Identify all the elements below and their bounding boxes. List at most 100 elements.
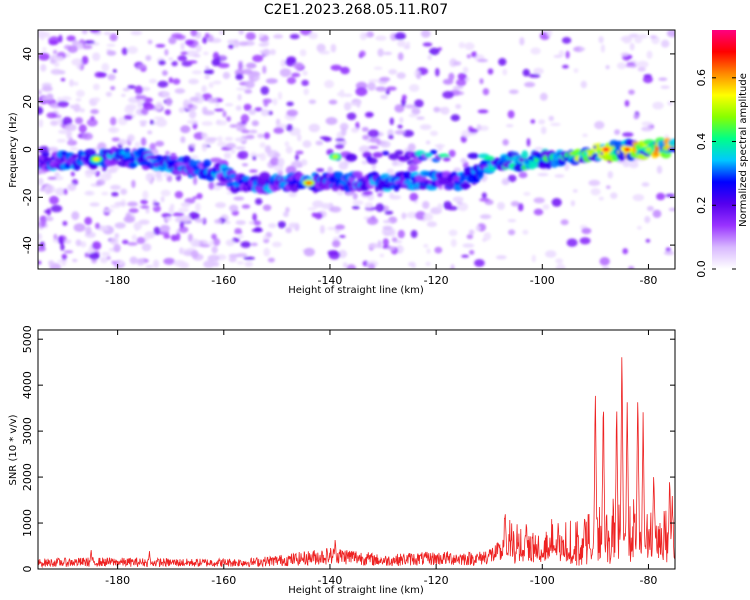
spectrogram-noise-cell	[210, 157, 222, 163]
spectrogram-noise-cell	[355, 87, 368, 97]
colorbar-tick-label: 0.4	[695, 133, 708, 151]
spectrogram-noise-cell	[155, 140, 165, 147]
spectrogram-noise-cell	[48, 260, 55, 266]
spectrogram-noise-cell	[243, 256, 256, 260]
spectrogram-noise-cell	[80, 241, 87, 248]
spectrogram-noise-cell	[517, 203, 524, 212]
spectrogram-noise-cell	[149, 142, 156, 151]
spectrogram-noise-cell	[312, 200, 324, 208]
spectrogram-noise-cell	[50, 120, 59, 126]
spectrogram-noise-cell	[564, 162, 570, 171]
spectrogram-noise-cell	[507, 219, 517, 223]
spectrogram-noise-cell	[391, 160, 398, 167]
spectrogram-noise-cell	[375, 203, 385, 213]
spectrogram-noise-cell	[196, 193, 203, 200]
spectrogram-noise-cell	[147, 39, 153, 45]
spectrogram-noise-cell	[204, 33, 210, 38]
spectrogram-ridge-cell	[242, 175, 251, 182]
spectrogram-noise-cell	[62, 220, 68, 226]
spectrogram-noise-cell	[201, 142, 208, 152]
spectrogram-noise-cell	[314, 212, 323, 220]
spectrogram-noise-cell	[122, 239, 129, 245]
spectrogram-noise-cell	[201, 85, 207, 93]
spectrogram-noise-cell	[366, 217, 379, 225]
spectrogram-noise-cell	[582, 133, 588, 138]
spectrogram-noise-cell	[189, 96, 200, 102]
y-tick-label: 3000	[21, 417, 34, 445]
spectrogram-noise-cell	[180, 42, 185, 51]
spectrogram-noise-cell	[96, 179, 106, 186]
spectrogram-noise-cell	[448, 72, 455, 81]
spectrogram-noise-cell	[53, 233, 58, 240]
spectrogram-noise-cell	[38, 233, 43, 241]
spectrogram-noise-cell	[461, 130, 472, 138]
spectrogram-noise-cell	[295, 150, 304, 155]
spectrogram-noise-cell	[114, 201, 126, 206]
spectrogram-noise-cell	[272, 98, 278, 106]
spectrogram-noise-cell	[73, 103, 81, 113]
spectrogram-noise-cell	[201, 132, 207, 137]
spectrogram-noise-cell	[452, 86, 464, 90]
spectrogram-noise-cell	[195, 202, 201, 212]
spectrogram-noise-cell	[106, 50, 117, 56]
spectrogram-noise-cell	[637, 34, 649, 39]
spectrogram-noise-cell	[263, 99, 269, 107]
spectrogram-noise-cell	[440, 106, 450, 115]
spectrogram-noise-cell	[38, 106, 44, 115]
spectrogram-noise-cell	[628, 266, 635, 269]
spectrogram-noise-cell	[255, 198, 263, 205]
spectrogram-noise-cell	[332, 240, 341, 248]
spectrogram-noise-cell	[539, 92, 548, 101]
spectrogram-ridge-cell	[460, 182, 470, 190]
spectrogram-ridge-cell	[289, 184, 300, 193]
spectrogram-noise-cell	[457, 73, 467, 80]
spectrogram-noise-cell	[193, 176, 198, 186]
spectrogram-noise-cell	[476, 124, 482, 131]
spectrogram-noise-cell	[386, 86, 397, 91]
spectrogram-noise-cell	[155, 101, 163, 110]
spectrogram-noise-cell	[60, 243, 65, 251]
spectrogram-noise-cell	[327, 166, 333, 175]
y-tick-label: 20	[21, 95, 34, 109]
x-tick-label: -160	[211, 574, 236, 587]
spectrogram-noise-cell	[262, 204, 272, 211]
spectrogram-noise-cell	[245, 134, 255, 140]
spectrogram-noise-cell	[533, 67, 544, 75]
spectrogram-noise-cell	[234, 230, 243, 235]
spectrogram-noise-cell	[63, 250, 74, 254]
spectrogram-noise-cell	[396, 72, 406, 79]
spectrogram-noise-cell	[622, 248, 628, 255]
spectrogram-noise-cell	[338, 161, 349, 170]
spectrogram-noise-cell	[168, 57, 174, 61]
spectrogram-noise-cell	[566, 238, 578, 247]
spectrogram-noise-cell	[48, 146, 59, 152]
spectrogram-blobs	[38, 30, 675, 269]
snr-plot-area	[38, 357, 675, 569]
spectrogram-noise-cell	[155, 118, 168, 128]
spectrogram-noise-cell	[84, 216, 93, 226]
spectrogram-noise-cell	[163, 172, 170, 178]
spectrogram-noise-cell	[112, 69, 117, 73]
spectrogram-noise-cell	[85, 171, 93, 178]
spectrogram-noise-cell	[414, 99, 424, 108]
spectrogram-noise-cell	[468, 128, 479, 133]
spectrogram-noise-cell	[622, 160, 631, 168]
spectrogram-noise-cell	[58, 34, 63, 43]
spectrogram-noise-cell	[316, 43, 326, 53]
spectrogram-noise-cell	[319, 136, 330, 140]
spectrogram-noise-cell	[211, 246, 218, 254]
spectrogram-noise-cell	[202, 106, 208, 115]
spectrogram-noise-cell	[388, 69, 398, 75]
spectrogram-noise-cell	[403, 45, 411, 50]
y-tick-label: -20	[21, 188, 34, 206]
spectrogram-noise-cell	[303, 247, 315, 257]
spectrogram-noise-cell	[84, 40, 95, 44]
spectrogram-noise-cell	[72, 258, 78, 263]
spectrogram-noise-cell	[599, 257, 610, 266]
spectrogram-noise-cell	[267, 257, 275, 263]
y-tick-label: 1000	[21, 509, 34, 537]
spectrogram-noise-cell	[63, 188, 68, 195]
spectrogram-noise-cell	[285, 146, 293, 154]
spectrogram-noise-cell	[131, 234, 137, 241]
spectrogram-noise-cell	[407, 165, 417, 173]
